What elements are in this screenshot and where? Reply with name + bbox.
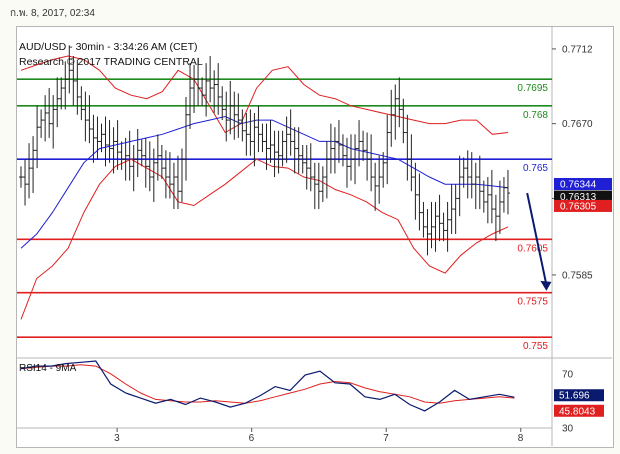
level-label: 0.765: [523, 163, 548, 174]
price-tick-label: 0.7585: [562, 270, 593, 281]
rsi-line: [20, 360, 515, 412]
price-tick-label: 0.7670: [562, 119, 593, 130]
chart-instrument-title: AUD/USD - 30min - 3:34:26 AM (CET): [19, 41, 198, 53]
level-label: 0.768: [523, 110, 548, 121]
level-label: 0.7695: [517, 83, 548, 94]
x-tick-label: 7: [383, 433, 389, 444]
moving-average-line: [20, 115, 509, 249]
rsi-tick-label: 70: [562, 369, 574, 380]
level-label: 0.7605: [517, 243, 548, 254]
price-badge: [554, 190, 612, 203]
price-tick-label: 0.7712: [562, 44, 593, 55]
bollinger-lower-line: [20, 158, 509, 320]
price-badge: [554, 199, 612, 212]
date-label: ก.พ. 8, 2017, 02:34: [10, 8, 95, 19]
level-label: 0.755: [523, 341, 548, 352]
level-label: 0.7575: [517, 297, 548, 308]
price-badge: [554, 178, 612, 190]
price-badge-label: 0.76344: [560, 180, 597, 191]
forecast-arrow-head: [540, 280, 552, 291]
rsi-badge-label: 51.696: [559, 391, 590, 402]
forecast-arrow-line: [526, 192, 548, 286]
chart-research-credit: Research © 2017 TRADING CENTRAL: [19, 56, 203, 68]
x-tick-label: 8: [518, 433, 524, 444]
x-tick-label: 3: [114, 433, 120, 444]
price-badge-label: 0.76305: [560, 201, 597, 212]
rsi-badge: [554, 389, 604, 402]
rsi-label: RSI14 - 9MA: [19, 363, 77, 374]
bollinger-upper-line: [20, 55, 509, 135]
rsi-ma-line: [20, 364, 515, 404]
price-badge-label: 0.76313: [560, 192, 597, 203]
rsi-badge-label: 45.8043: [559, 406, 596, 417]
rsi-badge: [554, 404, 604, 417]
rsi-tick-label: 30: [562, 424, 574, 435]
x-tick-label: 6: [249, 433, 255, 444]
